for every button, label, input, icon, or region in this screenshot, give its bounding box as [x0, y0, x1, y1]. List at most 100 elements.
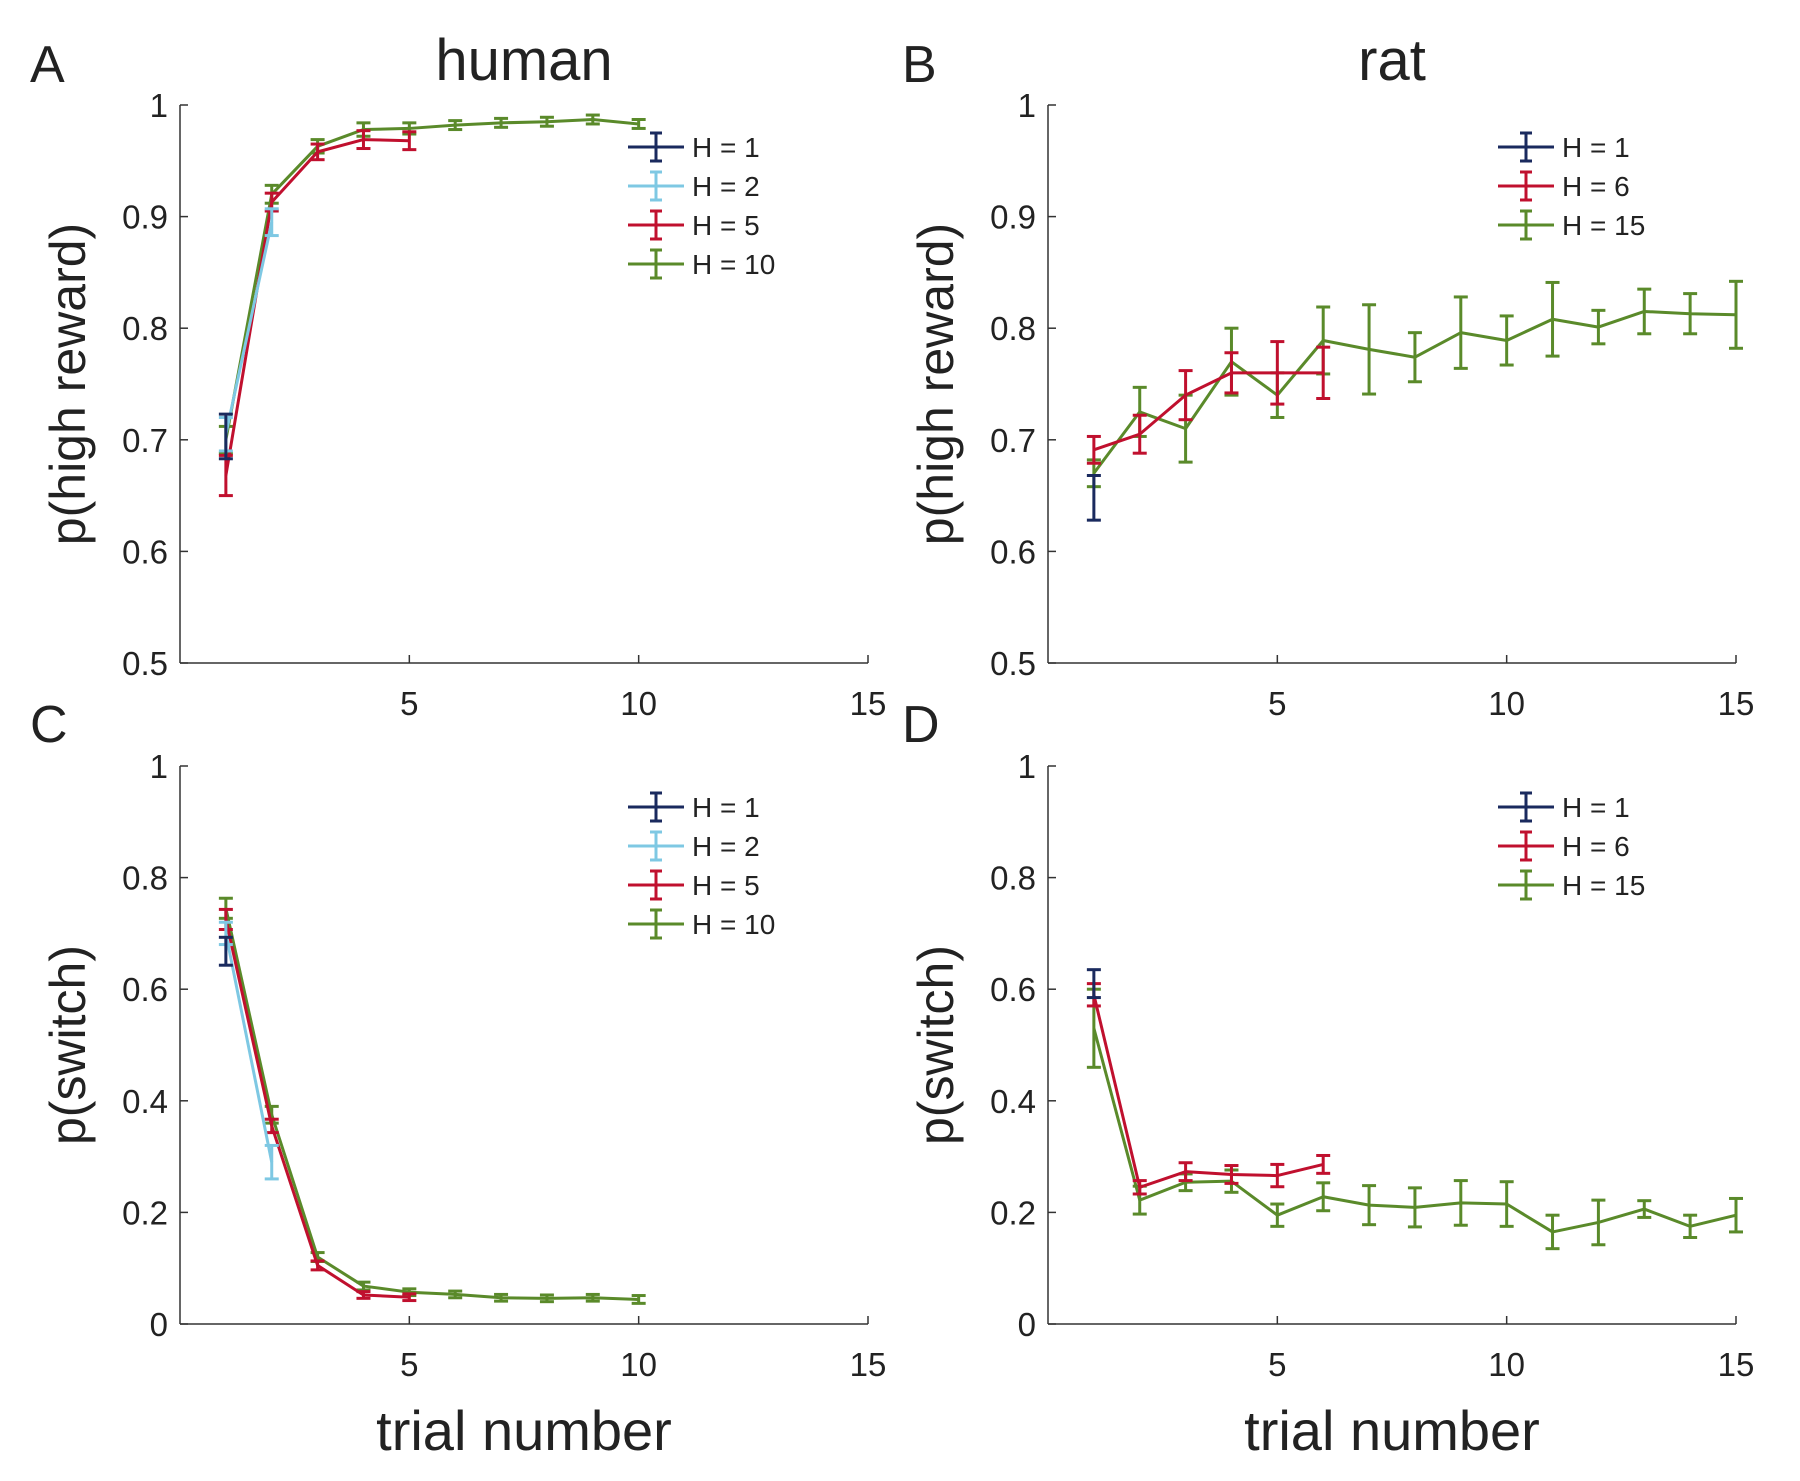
- y-tick-label: 0.4: [990, 1083, 1036, 1120]
- error-bar: [1086, 968, 1101, 1000]
- x-tick-label: 15: [1718, 1346, 1755, 1383]
- series-h1: [218, 412, 233, 461]
- error-bar: [1178, 369, 1193, 422]
- legend: H = 1 H = 2 H = 5 H = 10: [628, 791, 775, 940]
- panel-letter: B: [902, 36, 937, 94]
- y-tick-label: 1: [150, 87, 168, 124]
- legend: H = 1 H = 6 H = 15: [1498, 791, 1645, 901]
- series-line: [224, 907, 639, 1301]
- legend-label: H = 15: [1562, 210, 1645, 241]
- error-bar: [356, 1280, 371, 1292]
- legend-item: H = 1: [1498, 131, 1630, 163]
- legend-label: H = 5: [692, 210, 760, 241]
- y-tick-label: 0.4: [122, 1083, 168, 1120]
- series-h6: [1086, 340, 1331, 465]
- y-tick-label: 0: [1018, 1306, 1036, 1343]
- y-tick-label: 0.8: [122, 310, 168, 347]
- legend-label: H = 1: [1562, 792, 1630, 823]
- y-tick-label: 0.7: [990, 422, 1036, 459]
- error-bar: [1637, 287, 1652, 336]
- error-bar: [1224, 1164, 1239, 1185]
- legend-item: H = 6: [1498, 170, 1630, 202]
- error-bar: [539, 1293, 554, 1304]
- y-axis-label: p(high reward): [908, 223, 964, 545]
- panel-letter: A: [30, 36, 65, 94]
- error-bar: [218, 935, 233, 967]
- error-bar: [448, 1289, 463, 1300]
- y-tick-label: 0.6: [122, 533, 168, 570]
- error-bar: [1729, 279, 1743, 350]
- error-bar: [494, 116, 509, 129]
- x-tick-label: 10: [620, 685, 657, 722]
- series-h2: [218, 207, 279, 453]
- error-bar: [1591, 308, 1606, 346]
- error-bar: [1224, 351, 1239, 395]
- x-tick-label: 15: [850, 685, 887, 722]
- error-bar: [1270, 1162, 1285, 1189]
- series-h1: [218, 935, 233, 967]
- error-bar: [1453, 295, 1468, 370]
- series-h1: [1086, 968, 1101, 1000]
- legend-item: H = 1: [628, 131, 760, 163]
- error-bar: [1499, 1180, 1514, 1228]
- error-bar: [631, 1294, 646, 1305]
- x-tick-label: 5: [400, 1346, 418, 1383]
- x-tick-label: 15: [1718, 685, 1755, 722]
- panel-c: C00.20.40.60.815 10 15p(switch)trial numbe…: [30, 696, 886, 1462]
- panel-d: D00.20.40.60.815 10 15p(switch)trial numbe…: [902, 696, 1754, 1462]
- legend-label: H = 2: [692, 831, 760, 862]
- y-tick-label: 1: [150, 748, 168, 785]
- legend-item: H = 1: [628, 791, 760, 823]
- y-tick-label: 0.7: [122, 422, 168, 459]
- y-tick-label: 0.6: [990, 971, 1036, 1008]
- legend-label: H = 5: [692, 870, 760, 901]
- panel-title: rat: [1358, 28, 1426, 93]
- y-axis-label: p(switch): [908, 945, 964, 1145]
- legend-label: H = 10: [692, 249, 775, 280]
- legend-item: H = 10: [628, 248, 775, 280]
- series-line: [1092, 994, 1324, 1189]
- y-tick-label: 0.5: [122, 645, 168, 682]
- y-tick-label: 0.9: [122, 199, 168, 236]
- error-bar: [310, 1259, 325, 1272]
- y-tick-label: 1: [1018, 748, 1036, 785]
- legend: H = 1 H = 2 H = 5 H = 10: [628, 131, 775, 280]
- legend-label: H = 15: [1562, 870, 1645, 901]
- y-tick-label: 0.2: [990, 1194, 1036, 1231]
- error-bar: [1545, 280, 1560, 358]
- error-bar: [402, 130, 417, 152]
- error-bar: [585, 113, 600, 126]
- error-bar: [1316, 1153, 1331, 1175]
- series-line: [224, 221, 274, 435]
- legend-label: H = 2: [692, 171, 760, 202]
- x-tick-label: 5: [1268, 685, 1286, 722]
- error-bar: [1086, 434, 1101, 465]
- y-tick-label: 0.8: [122, 860, 168, 897]
- series-line: [224, 933, 274, 1163]
- y-tick-label: 1: [1018, 87, 1036, 124]
- x-axis-label: trial number: [1244, 1399, 1540, 1462]
- series-h1: [1086, 474, 1101, 522]
- error-bar: [356, 129, 371, 151]
- y-axis-label: p(switch): [40, 945, 96, 1145]
- error-bar: [218, 412, 233, 461]
- legend-item: H = 2: [628, 830, 760, 862]
- error-bar: [264, 1143, 279, 1181]
- error-bar: [1683, 292, 1698, 336]
- y-tick-label: 0.9: [990, 199, 1036, 236]
- legend-label: H = 1: [692, 792, 760, 823]
- error-bar: [1545, 1213, 1560, 1251]
- error-bar: [1362, 303, 1377, 396]
- legend-item: H = 5: [628, 209, 760, 241]
- x-axis-label: trial number: [376, 1399, 672, 1462]
- y-tick-label: 0.6: [990, 533, 1036, 570]
- error-bar: [1683, 1213, 1698, 1240]
- legend-item: H = 1: [1498, 791, 1630, 823]
- error-bar: [1407, 331, 1422, 384]
- legend: H = 1 H = 6 H = 15: [1498, 131, 1645, 241]
- x-tick-label: 10: [620, 1346, 657, 1383]
- series-line: [1093, 371, 1324, 452]
- legend-item: H = 6: [1498, 830, 1630, 862]
- error-bar: [1362, 1184, 1377, 1227]
